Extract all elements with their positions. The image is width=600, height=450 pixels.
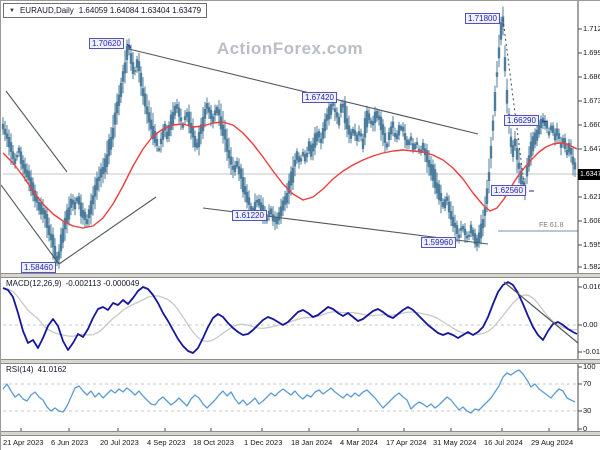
panel-splitter-bottom[interactable] [1,431,600,436]
price-chart-panel[interactable] [1,1,578,273]
axis-tick-label: 1.64745 [583,144,600,153]
label-connector-1 [541,120,549,123]
axis-tick-label: 1.60825 [583,216,600,225]
trendline-1 [1,184,60,265]
swing-price-label[interactable]: 1.67420 [302,92,337,103]
axis-tick-label: 1.59530 [583,240,600,249]
rsi-panel[interactable] [1,364,578,431]
date-label: 31 May 2024 [433,438,477,447]
trendline-3 [128,48,479,135]
swing-price-label[interactable]: 1.59960 [421,237,456,248]
rsi-indicator-name: RSI(14) [6,365,34,374]
current-price-tag: 1.63479 [578,169,600,180]
swing-price-label[interactable]: 1.62560 [491,185,526,196]
macd-indicator-values: -0.002113 -0.000049 [65,279,140,288]
panel-splitter-rsi[interactable] [1,359,600,364]
axis-tick-label: 1.62120 [583,192,600,201]
swing-price-label[interactable]: 1.70620 [89,38,124,49]
label-connector-0 [126,43,132,49]
date-label: 18 Oct 2023 [193,438,234,447]
date-label: 17 Apr 2024 [386,438,427,447]
axis-tick-label: 1.68630 [583,72,600,81]
date-label: 21 Apr 2023 [3,438,44,447]
macd-trendline [503,281,579,344]
date-label: 4 Sep 2023 [147,438,186,447]
axis-tick-label: -0.012869 [583,347,600,356]
axis-tick-label: 0.016704 [583,282,600,291]
axis-tick-label: 30 [583,406,592,415]
axis-tick-label: 1.66040 [583,120,600,129]
date-label: 6 Jun 2023 [51,438,89,447]
watermark: ActionForex.com [216,39,364,58]
swing-price-label[interactable]: 1.58460 [21,262,56,273]
fibonacci-expansion-label: FE 61.8 [539,222,564,229]
axis-tick-label: 70 [583,379,592,388]
symbol-header: ▼ EURAUD,Daily 1.64059 1.64084 1.63404 1… [3,3,208,18]
axis-tick-label: 1.71220 [583,24,600,33]
macd-main-line [2,281,578,354]
axis-tick-label: 100 [583,362,596,371]
macd-signal-line [2,287,578,343]
candlestick-series [1,6,577,269]
axis-tick-label: 0.00 [583,320,598,329]
swing-price-label[interactable]: 1.71800 [465,13,500,24]
rsi-title: RSI(14) 41.0162 [6,365,70,374]
ohlc-values: 1.64059 1.64084 1.63404 1.63479 [78,6,202,15]
macd-title: MACD(12,26,9) -0.002113 -0.000049 [6,279,143,288]
date-label: 18 Jan 2024 [291,438,333,447]
axis-tick-label: 1.58235 [583,262,600,271]
swing-price-label[interactable]: 1.66290 [504,115,539,126]
macd-panel[interactable] [1,278,578,359]
dashed-projection-line [502,18,526,192]
axis-tick-label: 1.67335 [583,96,600,105]
date-label: 20 Jul 2023 [100,438,139,447]
date-label: 29 Aug 2024 [531,438,574,447]
rsi-indicator-value: 41.0162 [37,365,67,374]
symbol-timeframe-label: EURAUD,Daily [19,6,74,15]
macd-indicator-name: MACD(12,26,9) [6,279,62,288]
axis-tick-label: 1.69925 [583,48,600,57]
trendline-2 [58,196,157,265]
date-label: 4 Mar 2024 [340,438,378,447]
collapse-icon[interactable]: ▼ [9,7,15,14]
rsi-line [2,369,576,414]
panel-splitter-macd[interactable] [1,273,600,278]
swing-price-label[interactable]: 1.61220 [232,210,267,221]
trendline-0 [5,90,68,173]
date-label: 16 Jul 2024 [484,438,523,447]
axis-tick-label: 0 [583,424,588,433]
date-label: 1 Dec 2023 [244,438,283,447]
